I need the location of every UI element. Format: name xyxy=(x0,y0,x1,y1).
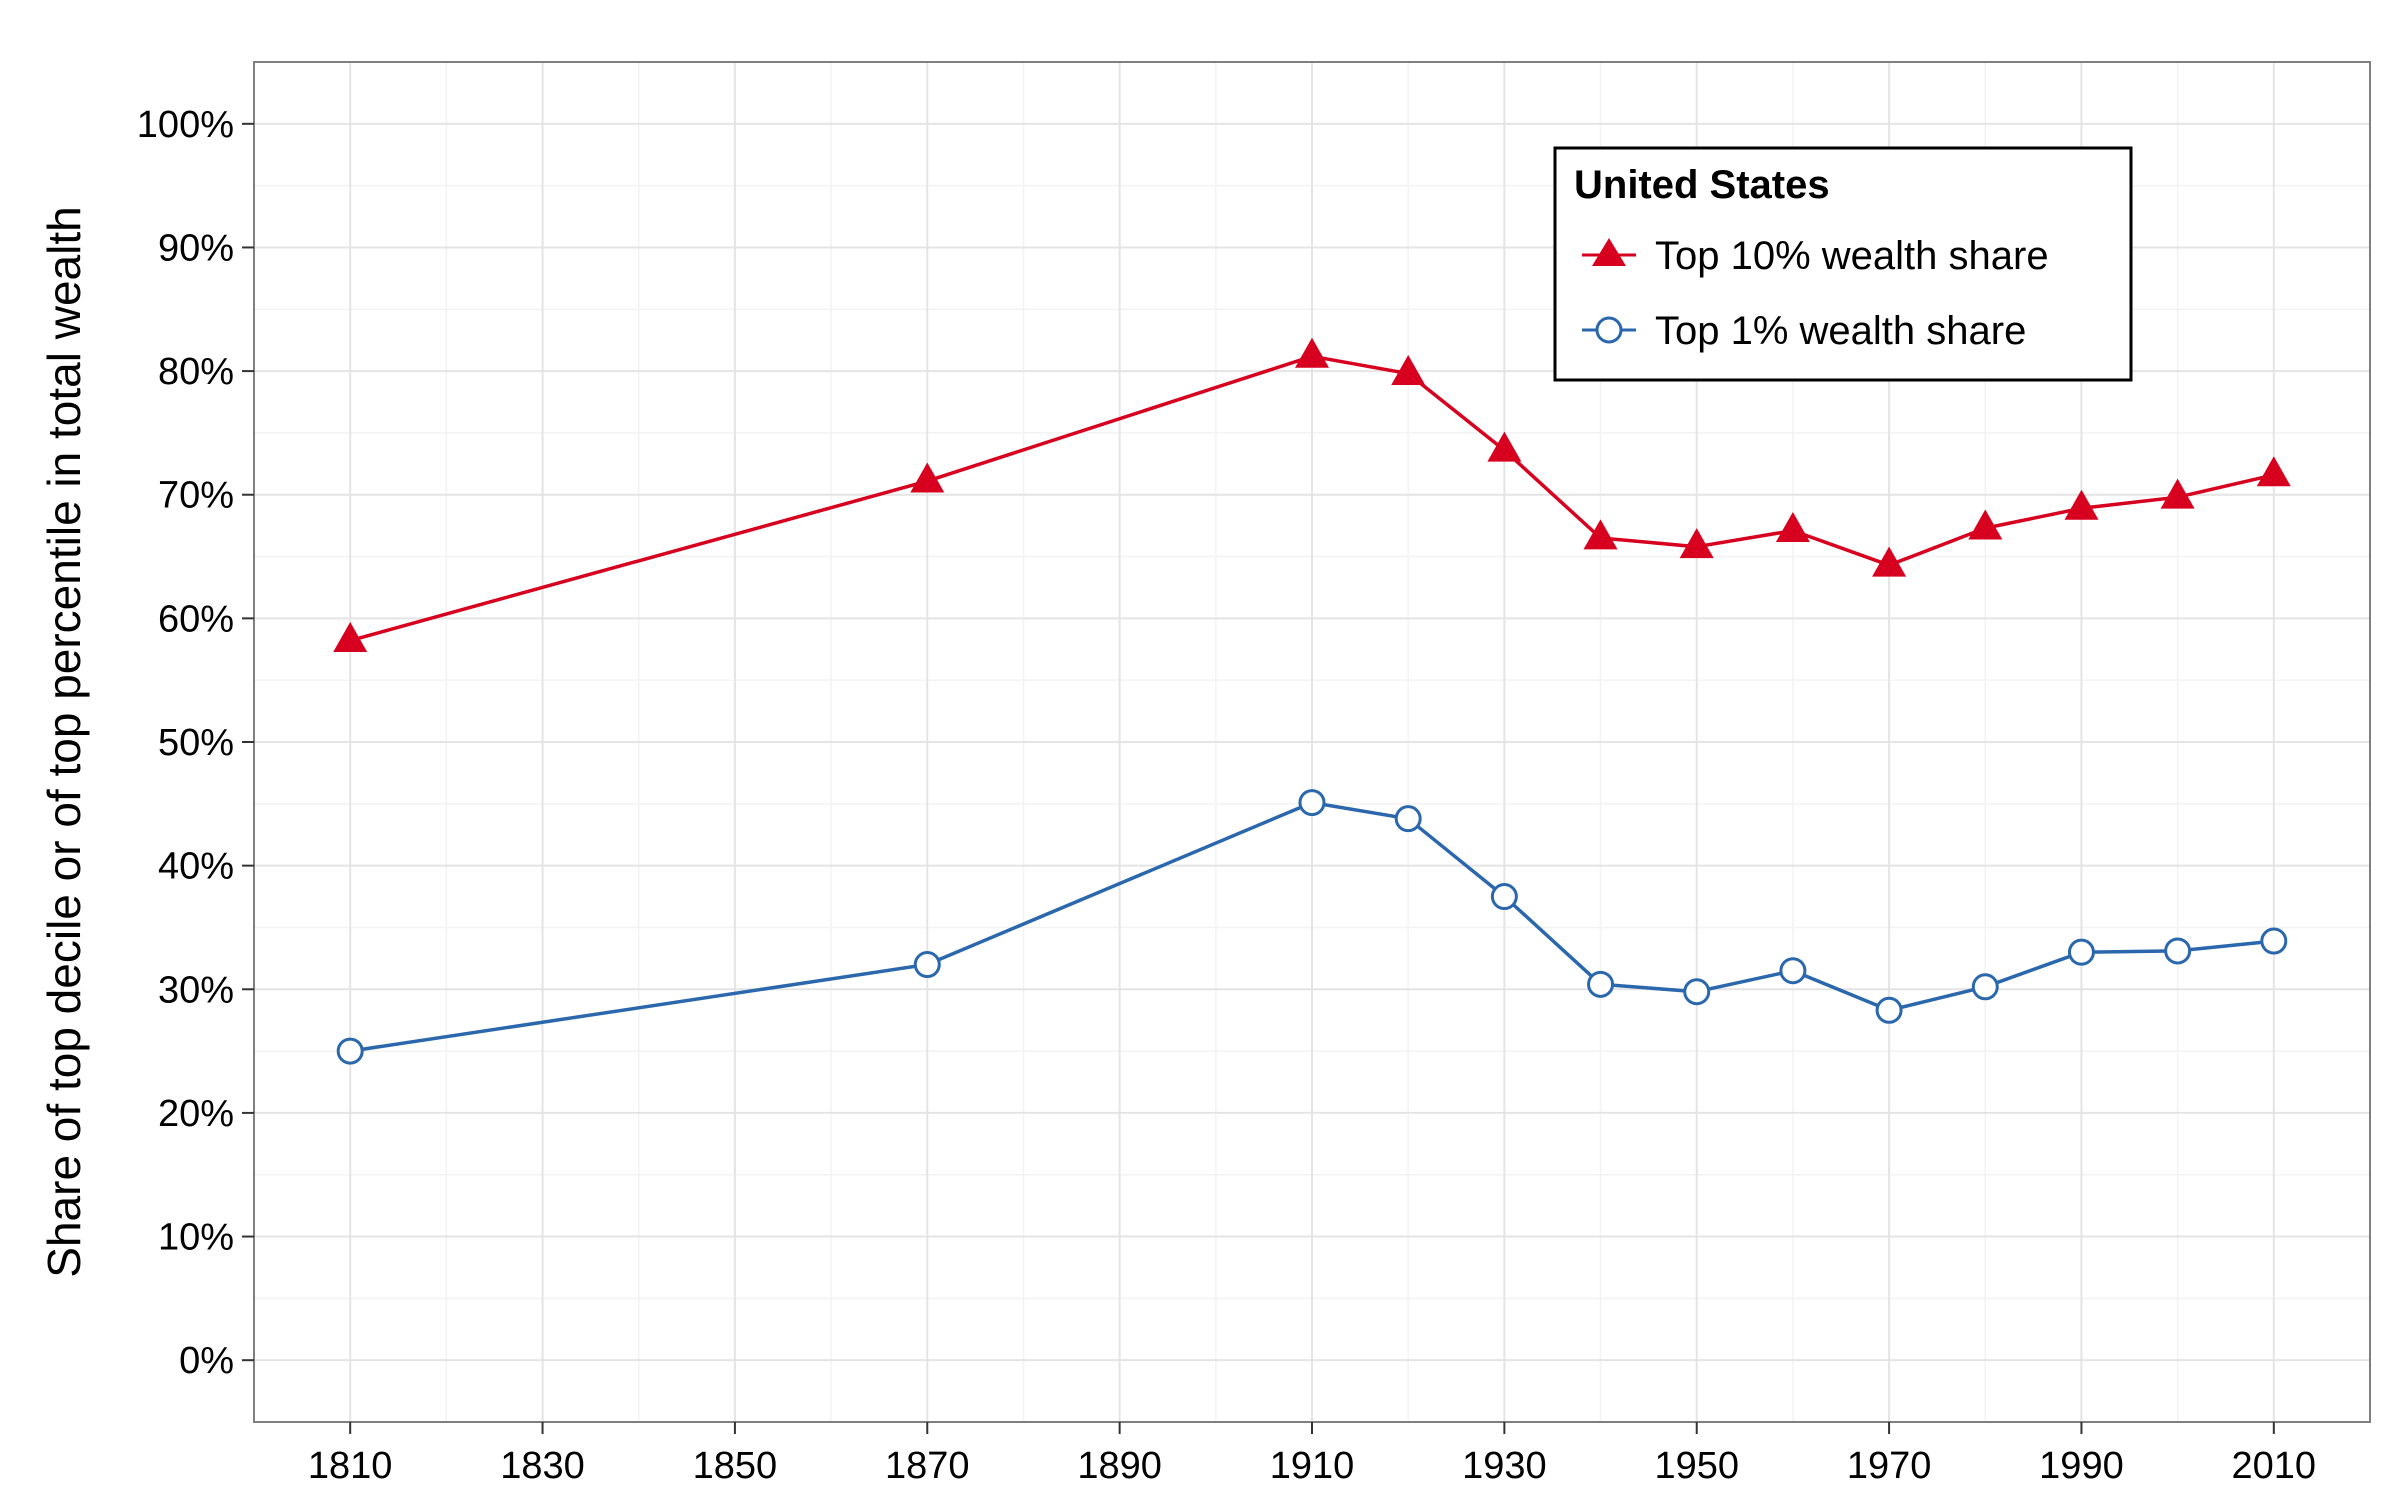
legend-circle-marker xyxy=(1595,316,1623,344)
x-tick-label: 2010 xyxy=(2232,1445,2317,1487)
x-tick-label: 1890 xyxy=(1077,1445,1162,1487)
legend-label-top10: Top 10% wealth share xyxy=(1655,234,2049,278)
y-tick-label: 70% xyxy=(158,475,234,517)
y-axis: 0% 10% 20% 30% 40% 50% 60% 70% 80% 90% 100% xyxy=(137,104,254,1382)
data-point-circle xyxy=(1971,973,1999,1001)
data-point-circle xyxy=(1587,970,1615,998)
data-point-triangle xyxy=(1391,355,1426,385)
data-point-circle xyxy=(1394,805,1422,833)
data-point-circle xyxy=(2260,927,2288,955)
x-tick-label: 1870 xyxy=(885,1445,970,1487)
data-point-triangle xyxy=(2160,478,2195,509)
data-point-triangle xyxy=(910,462,945,493)
x-tick-label: 1910 xyxy=(1270,1445,1355,1487)
series-top10 xyxy=(333,337,2291,652)
y-axis-title: Share of top decile or of top percentile… xyxy=(38,206,90,1277)
y-tick-label: 30% xyxy=(158,969,234,1011)
x-axis: 1810 1830 1850 1870 1890 1910 1930 1950 1970 1990… xyxy=(308,1422,2316,1487)
legend: United States Top 10% wealth share Top 1… xyxy=(1553,146,2133,382)
data-point-triangle xyxy=(1487,431,1522,462)
x-tick-label: 1970 xyxy=(1847,1445,1932,1487)
data-point-circle xyxy=(1490,883,1518,911)
x-tick-label: 1850 xyxy=(693,1445,778,1487)
x-tick-label: 1930 xyxy=(1462,1445,1547,1487)
data-point-triangle xyxy=(1679,528,1714,559)
y-tick-label: 40% xyxy=(158,846,234,888)
legend-box xyxy=(1553,146,2133,382)
data-point-triangle xyxy=(2064,489,2099,520)
y-tick-label: 80% xyxy=(158,351,234,393)
y-tick-label: 100% xyxy=(137,104,234,146)
data-point-triangle xyxy=(1775,512,1810,542)
legend-item-top10: Top 10% wealth share xyxy=(1582,234,2049,278)
data-point-circle xyxy=(1298,789,1326,817)
legend-triangle-marker xyxy=(1592,238,1626,266)
y-tick-label: 60% xyxy=(158,598,234,640)
data-point-circle xyxy=(2164,937,2192,965)
x-tick-label: 1830 xyxy=(500,1445,585,1487)
data-point-circle xyxy=(1875,996,1903,1024)
data-point-circle xyxy=(1683,978,1711,1006)
data-point-triangle xyxy=(1968,509,2003,540)
legend-title: United States xyxy=(1574,163,1830,207)
data-point-circle xyxy=(913,951,941,979)
data-point-circle xyxy=(2067,938,2095,966)
y-tick-label: 10% xyxy=(158,1217,234,1259)
data-point-circle xyxy=(336,1037,364,1065)
series-top1 xyxy=(336,789,2288,1065)
y-tick-label: 50% xyxy=(158,722,234,764)
data-point-triangle xyxy=(1583,519,1618,550)
data-point-circle xyxy=(1779,957,1807,985)
legend-label-top1: Top 1% wealth share xyxy=(1655,309,2026,353)
data-point-triangle xyxy=(2256,456,2291,487)
data-point-triangle xyxy=(1872,546,1907,577)
data-point-triangle xyxy=(333,622,368,652)
y-tick-label: 0% xyxy=(179,1340,234,1382)
x-tick-label: 1990 xyxy=(2039,1445,2124,1487)
legend-item-top1: Top 1% wealth share xyxy=(1582,309,2026,353)
x-tick-label: 1810 xyxy=(308,1445,393,1487)
data-point-triangle xyxy=(1295,337,1329,368)
y-tick-label: 90% xyxy=(158,227,234,269)
y-tick-label: 20% xyxy=(158,1093,234,1135)
x-tick-label: 1950 xyxy=(1654,1445,1739,1487)
series-layer xyxy=(333,337,2291,1065)
